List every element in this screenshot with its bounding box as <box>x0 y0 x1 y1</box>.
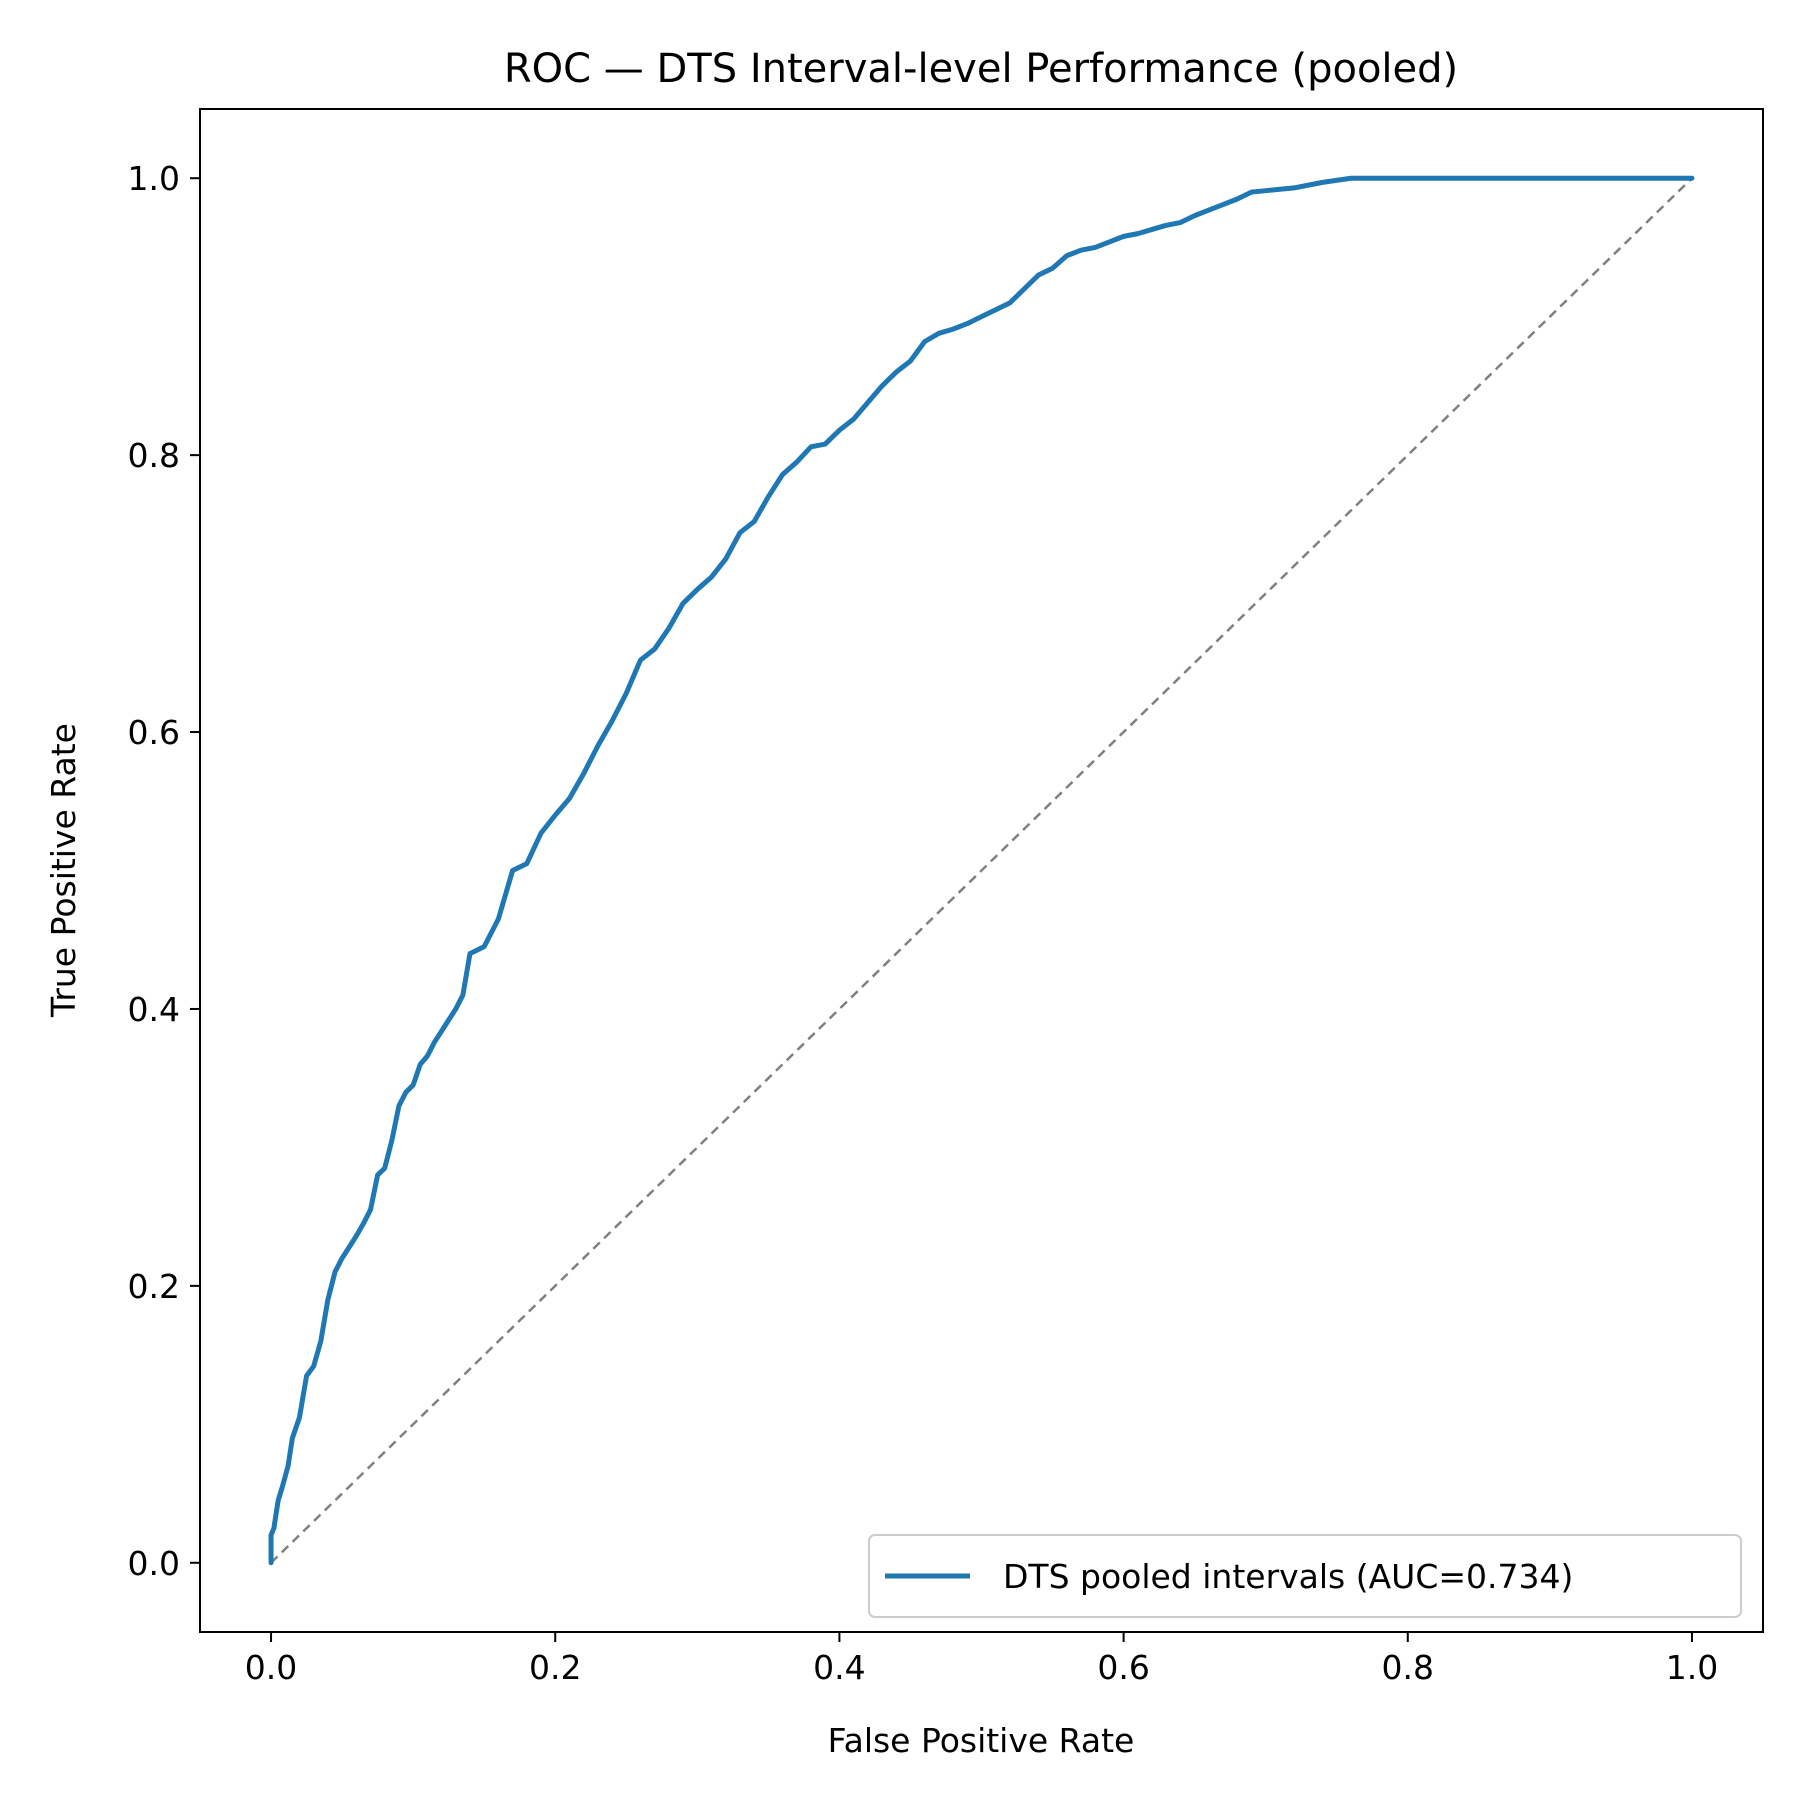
x-axis-title: False Positive Rate <box>828 1721 1135 1760</box>
x-tick-label: 1.0 <box>1666 1648 1718 1687</box>
axes-frame <box>199 108 1764 1633</box>
x-tick-label: 0.0 <box>245 1648 297 1687</box>
x-tick-label: 0.2 <box>529 1648 581 1687</box>
y-axis-ticks: 0.0 0.2 0.4 0.6 0.8 1.0 <box>128 159 200 1583</box>
x-tick-label: 0.4 <box>813 1648 865 1687</box>
x-axis-ticks: 0.0 0.2 0.4 0.6 0.8 1.0 <box>245 1632 1718 1687</box>
x-tick-label: 0.8 <box>1382 1648 1434 1687</box>
y-tick-label: 0.2 <box>128 1267 180 1306</box>
y-tick-label: 0.8 <box>128 436 180 475</box>
plot-area <box>199 108 1764 1633</box>
legend-frame <box>868 1534 1742 1618</box>
y-tick-label: 1.0 <box>128 159 180 198</box>
y-axis-title: True Positive Rate <box>44 723 83 1018</box>
y-tick-label: 0.4 <box>128 990 180 1029</box>
x-tick-label: 0.6 <box>1097 1648 1149 1687</box>
legend-label-dts: DTS pooled intervals (AUC=0.734) <box>1003 1557 1573 1596</box>
y-tick-label: 0.0 <box>128 1544 180 1583</box>
roc-curve-line <box>268 175 1695 1566</box>
y-tick-label: 0.6 <box>128 713 180 752</box>
chart-title: ROC — DTS Interval-level Performance (po… <box>504 46 1458 92</box>
chance-diagonal-line <box>270 177 1693 1564</box>
legend: DTS pooled intervals (AUC=0.734) <box>868 1534 1742 1618</box>
